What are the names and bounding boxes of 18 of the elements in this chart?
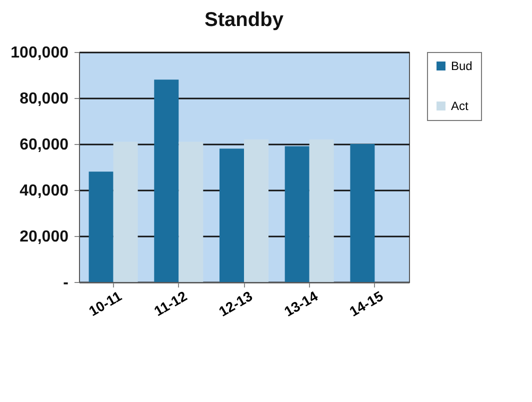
legend-label: Act (451, 99, 470, 113)
legend-label: Bud (451, 59, 472, 73)
y-tick-label: 20,000 (20, 228, 69, 246)
bar (113, 142, 138, 282)
y-tick-label: 80,000 (20, 90, 69, 108)
y-tick-label: - (63, 274, 68, 292)
y-tick-label: 60,000 (20, 136, 69, 154)
bar (309, 139, 334, 282)
y-tick-label: 40,000 (20, 182, 69, 200)
bar (88, 172, 114, 282)
y-tick-label: 100,000 (10, 44, 69, 62)
chart-title: Standby (204, 9, 284, 31)
bar (178, 142, 204, 282)
bar (244, 139, 269, 282)
bar (154, 80, 179, 282)
bar (219, 148, 244, 282)
bar (284, 146, 310, 282)
bar (350, 144, 375, 282)
